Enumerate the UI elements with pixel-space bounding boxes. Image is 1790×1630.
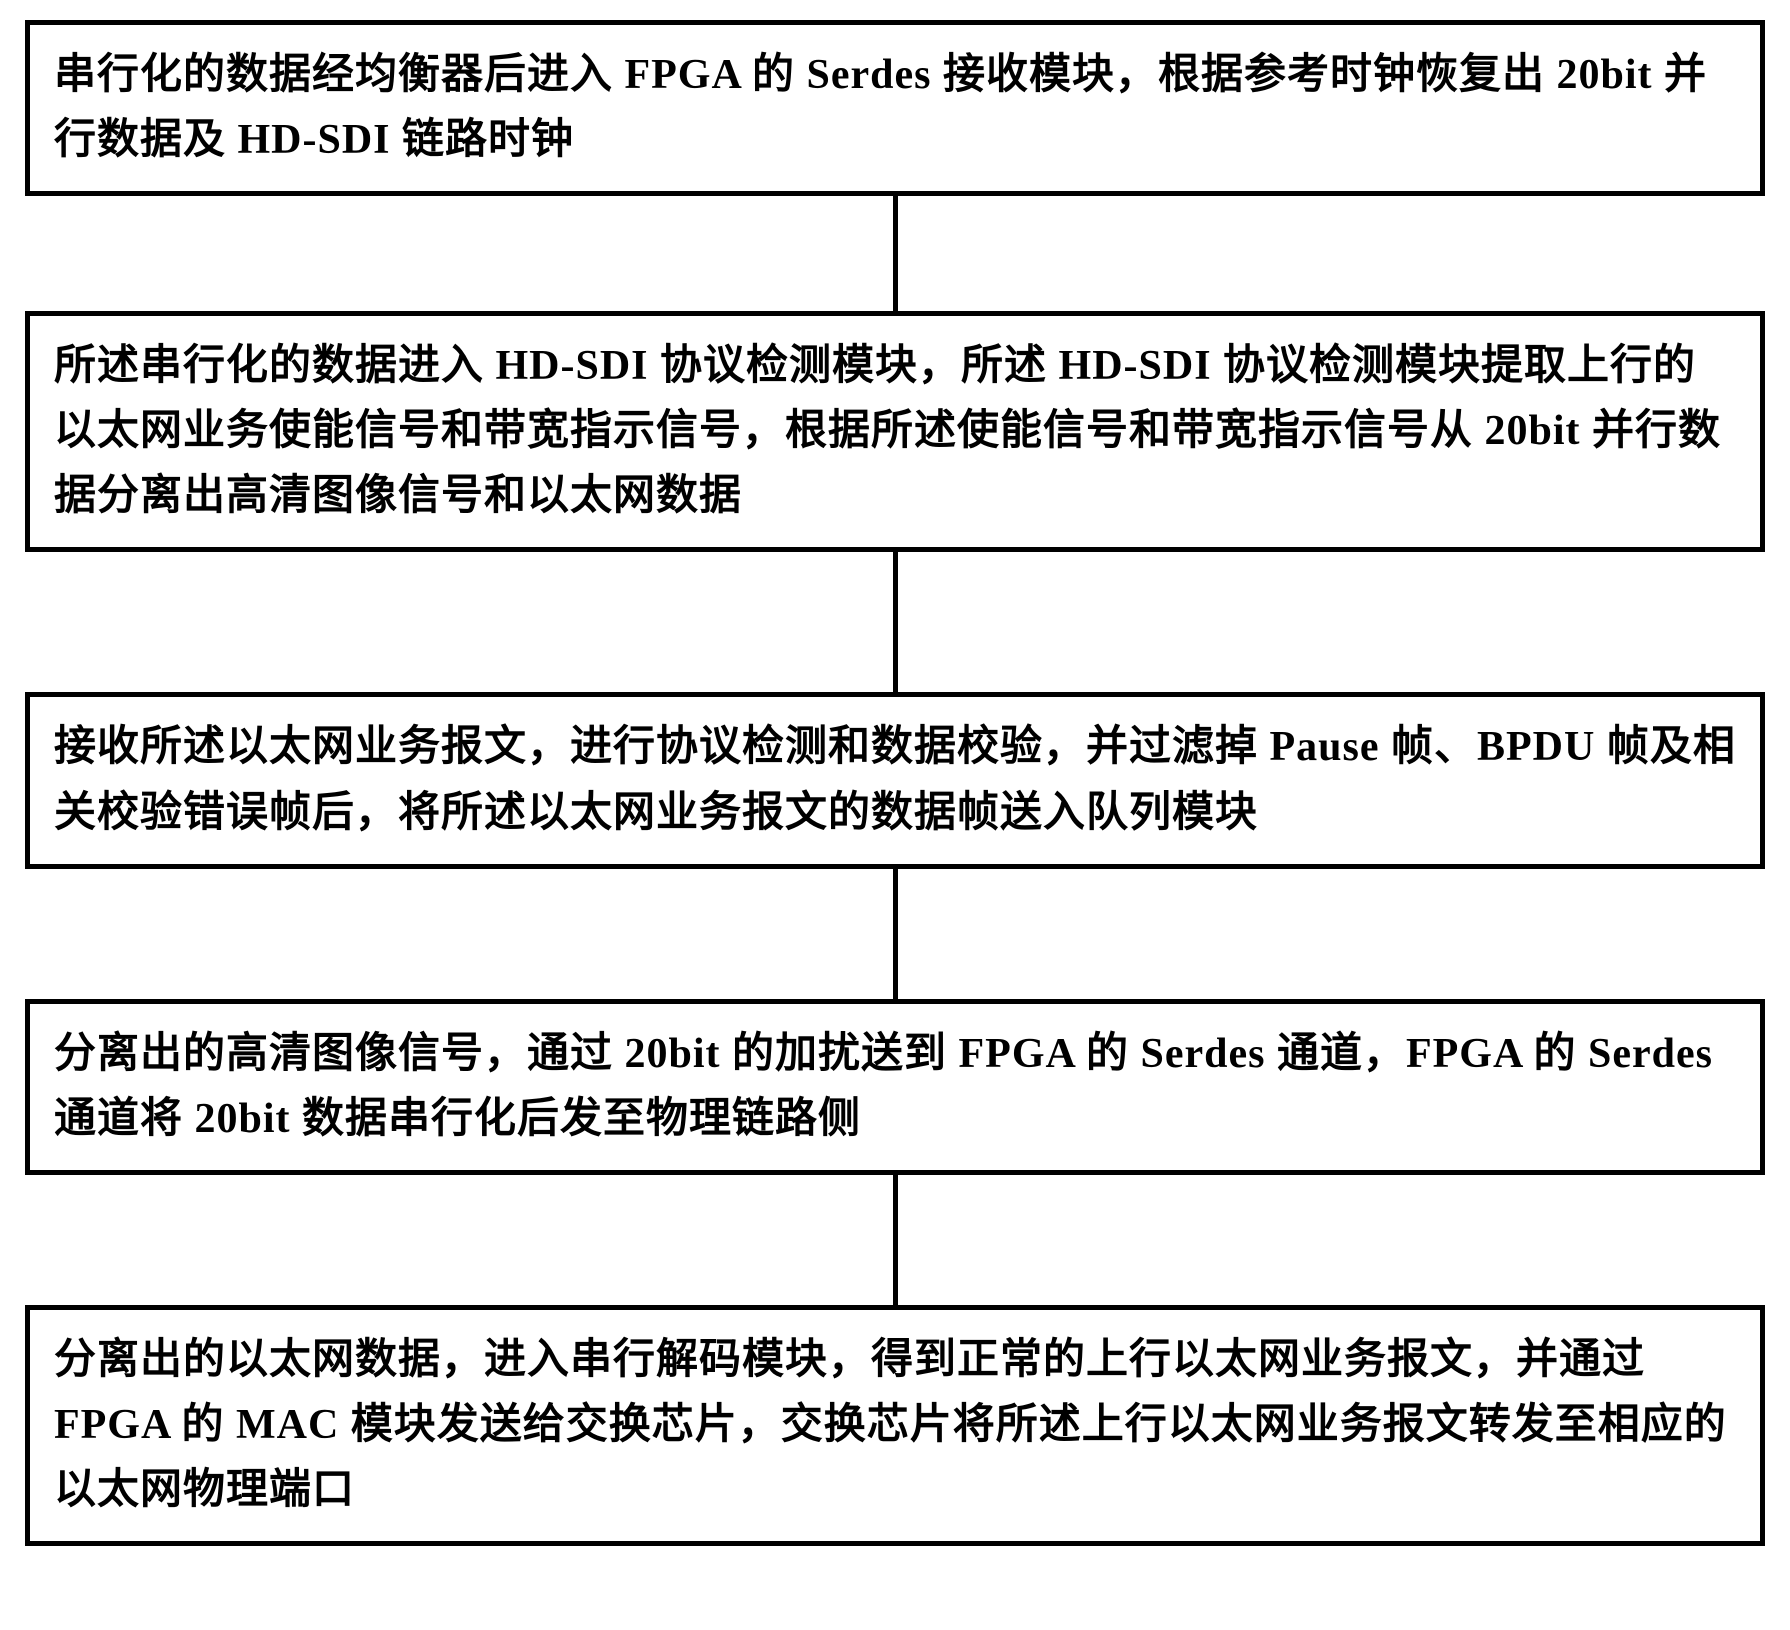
flowchart-connector	[893, 1175, 898, 1305]
flowchart-step: 分离出的高清图像信号，通过 20bit 的加扰送到 FPGA 的 Serdes …	[25, 999, 1765, 1175]
flowchart-connector	[893, 552, 898, 692]
flowchart-step: 分离出的以太网数据，进入串行解码模块，得到正常的上行以太网业务报文，并通过 FP…	[25, 1305, 1765, 1546]
flowchart-connector	[893, 869, 898, 999]
flowchart-container: 串行化的数据经均衡器后进入 FPGA 的 Serdes 接收模块，根据参考时钟恢…	[20, 20, 1770, 1546]
flowchart-step: 所述串行化的数据进入 HD-SDI 协议检测模块，所述 HD-SDI 协议检测模…	[25, 311, 1765, 552]
flowchart-connector	[893, 196, 898, 311]
flowchart-step: 接收所述以太网业务报文，进行协议检测和数据校验，并过滤掉 Pause 帧、BPD…	[25, 692, 1765, 868]
flowchart-step: 串行化的数据经均衡器后进入 FPGA 的 Serdes 接收模块，根据参考时钟恢…	[25, 20, 1765, 196]
